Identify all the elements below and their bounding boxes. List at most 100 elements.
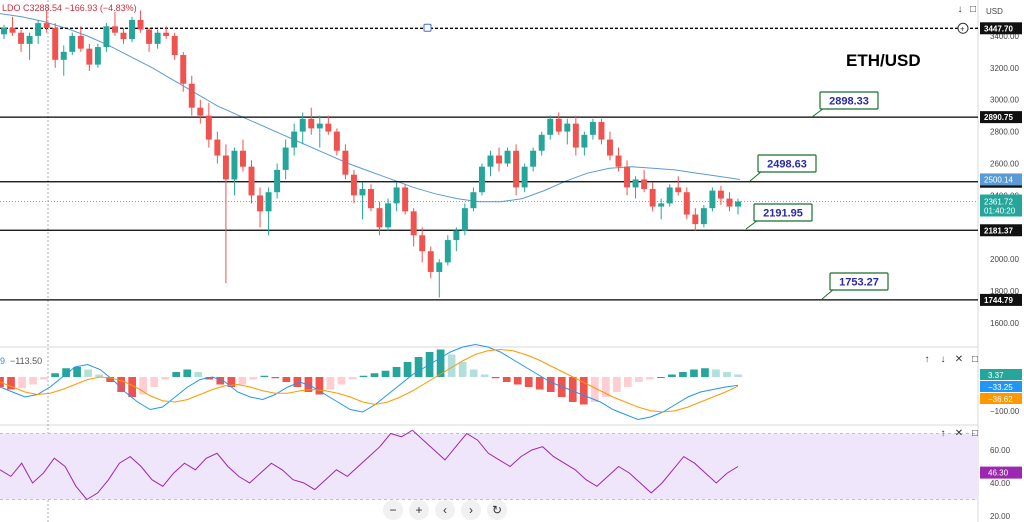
candle-body bbox=[154, 32, 161, 44]
candle-body bbox=[60, 51, 67, 60]
add-alert-plus: + bbox=[960, 24, 965, 33]
candle-body bbox=[709, 190, 716, 209]
macd-histogram-bar bbox=[734, 374, 742, 377]
candle-body bbox=[333, 131, 340, 151]
candle-body bbox=[188, 83, 195, 108]
macd-pane-up-button[interactable]: ↑ bbox=[924, 354, 930, 365]
annotation-box bbox=[829, 272, 889, 291]
zoom-out-button[interactable]: − bbox=[383, 500, 403, 520]
macd-histogram-bar bbox=[480, 374, 489, 377]
candle-body bbox=[564, 123, 571, 132]
macd-histogram-bar bbox=[18, 377, 26, 389]
candle-body bbox=[615, 155, 622, 167]
macd-pane-close-button[interactable]: ✕ bbox=[954, 354, 964, 365]
candle-body bbox=[180, 55, 187, 84]
rsi-pane-max-button[interactable]: □ bbox=[971, 428, 979, 439]
candle-body bbox=[402, 187, 409, 212]
level-price-tag bbox=[980, 111, 1022, 124]
candle-body bbox=[103, 26, 110, 48]
macd-histogram-bar bbox=[601, 377, 610, 397]
macd-histogram-bar bbox=[139, 377, 148, 395]
level-price-label: 2890.75 bbox=[984, 113, 1013, 122]
zoom-in-button[interactable]: + bbox=[409, 500, 429, 520]
rsi-pane-up-button[interactable]: ↑ bbox=[940, 428, 946, 439]
candle-body bbox=[487, 155, 494, 167]
candle-body bbox=[649, 189, 656, 207]
level-price-label: 3447.70 bbox=[984, 24, 1013, 33]
macd-histogram-bar bbox=[623, 377, 632, 387]
candle-body bbox=[129, 19, 136, 40]
macd-histogram-bar bbox=[227, 377, 236, 387]
macd-histogram-bar bbox=[271, 377, 280, 379]
macd-pane-max-button[interactable]: □ bbox=[971, 354, 979, 365]
macd-line bbox=[0, 343, 739, 421]
candle-body bbox=[504, 150, 511, 164]
scroll-left-button[interactable]: ‹ bbox=[435, 500, 455, 520]
moving-average-line bbox=[0, 13, 741, 203]
candle-body bbox=[572, 123, 579, 148]
candle-body bbox=[265, 192, 272, 212]
candle-body bbox=[137, 19, 144, 30]
macd-histogram-bar bbox=[447, 354, 456, 377]
price-pane-down-button[interactable]: ↓ bbox=[957, 4, 963, 15]
candle-body bbox=[171, 35, 178, 56]
price-tick-label: 3400.00 bbox=[990, 32, 1019, 41]
macd-histogram-bar bbox=[646, 377, 654, 380]
macd-histogram-bar bbox=[205, 377, 214, 380]
candle-body bbox=[683, 192, 690, 215]
macd-histogram-bar bbox=[701, 368, 709, 377]
macd-histogram-bar bbox=[657, 377, 665, 378]
candle-body bbox=[419, 235, 426, 252]
macd-pane-down-button[interactable]: ↓ bbox=[940, 354, 946, 365]
macd-histogram-bar bbox=[194, 372, 203, 377]
price-pane-max-button[interactable]: □ bbox=[969, 4, 977, 15]
scroll-right-button[interactable]: › bbox=[461, 500, 481, 520]
candle-body bbox=[291, 131, 298, 148]
reset-chart-button[interactable]: ↻ bbox=[487, 500, 507, 520]
candle-body bbox=[461, 208, 468, 231]
annotation-label: 2191.95 bbox=[763, 208, 803, 220]
rsi-band bbox=[0, 433, 978, 500]
macd-histogram-bar bbox=[315, 377, 324, 395]
candle-body bbox=[717, 190, 724, 199]
candle-body bbox=[606, 139, 613, 156]
rsi-tick-label: 20.00 bbox=[990, 512, 1011, 521]
candle-body bbox=[427, 251, 434, 272]
macd-histogram-bar bbox=[679, 372, 687, 377]
macd-histogram-label: 3.37 bbox=[988, 371, 1004, 380]
ma-price-tag bbox=[980, 173, 1022, 186]
candle-body bbox=[444, 240, 451, 263]
candle-body bbox=[666, 187, 673, 204]
candle-body bbox=[675, 187, 682, 193]
macd-histogram-bar bbox=[117, 377, 126, 392]
level-price-label: 2181.37 bbox=[984, 226, 1013, 235]
macd-histogram-bar bbox=[502, 377, 511, 382]
ma-price-label: 2500.14 bbox=[984, 175, 1013, 184]
macd-histogram-bar bbox=[392, 367, 401, 377]
candle-body bbox=[342, 150, 349, 175]
macd-legend-prefix: 9 bbox=[0, 356, 6, 366]
price-tick-label: 1800.00 bbox=[990, 287, 1019, 296]
macd-histogram-bar bbox=[524, 377, 533, 387]
candle-body bbox=[231, 150, 238, 180]
candle-body bbox=[299, 118, 306, 132]
candle-body bbox=[257, 195, 264, 212]
macd-histogram-bar bbox=[172, 372, 181, 377]
candle-body bbox=[205, 115, 212, 140]
candle-body bbox=[163, 32, 170, 36]
macd-histogram-bar bbox=[635, 377, 643, 382]
macd-histogram-bar bbox=[712, 369, 720, 377]
candle-body bbox=[692, 214, 699, 225]
candle-body bbox=[18, 32, 25, 44]
annotation-label: 1753.27 bbox=[839, 277, 879, 289]
macd-histogram-bar bbox=[40, 377, 48, 380]
macd-histogram-bar bbox=[0, 377, 4, 387]
rsi-pane-close-button[interactable]: ✕ bbox=[954, 428, 964, 439]
candle-body bbox=[700, 208, 707, 225]
macd-histogram-bar bbox=[469, 369, 478, 377]
price-tick-label: 3200.00 bbox=[990, 64, 1019, 73]
candle-body bbox=[146, 29, 153, 44]
candle-body bbox=[77, 35, 84, 49]
macd-histogram-bar bbox=[304, 377, 313, 392]
